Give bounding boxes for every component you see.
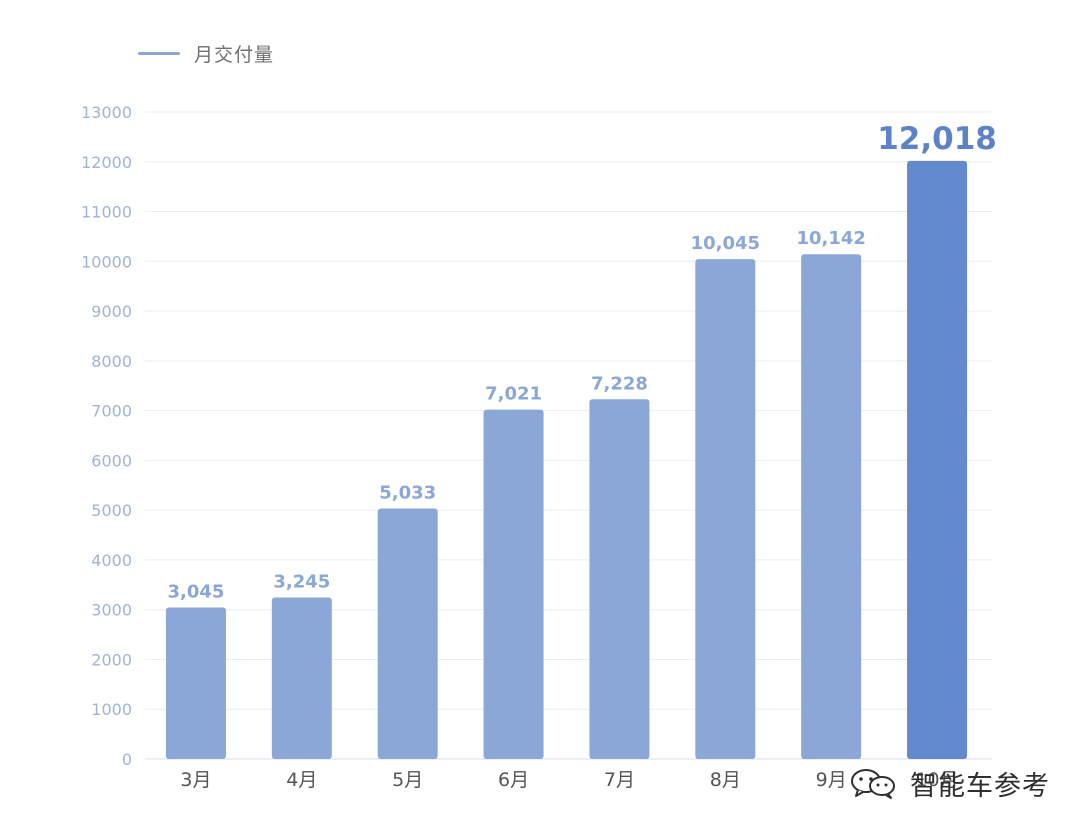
x-category-label: 10月: [915, 769, 958, 791]
y-tick-label: 11000: [81, 203, 132, 222]
y-tick-label: 6000: [91, 451, 132, 470]
bar-value-label: 10,045: [691, 233, 760, 254]
x-category-label: 6月: [498, 769, 529, 791]
legend-line: [138, 52, 180, 55]
bar-value-label: 3,245: [273, 571, 330, 592]
bar: [483, 409, 544, 759]
y-tick-label: 0: [122, 750, 132, 769]
y-tick-label: 2000: [91, 650, 132, 669]
x-category-label: 9月: [816, 769, 847, 791]
x-category-label: 4月: [286, 769, 317, 791]
legend-label: 月交付量: [194, 44, 275, 66]
y-tick-label: 5000: [91, 501, 132, 520]
y-tick-label: 13000: [81, 103, 132, 122]
bar-value-label: 7,021: [485, 384, 542, 405]
y-tick-label: 3000: [91, 601, 132, 620]
bar-value-label: 10,142: [796, 228, 865, 249]
y-tick-label: 10000: [81, 252, 132, 271]
y-tick-label: 1000: [91, 700, 132, 719]
watermark-text: 智能车参考: [910, 771, 1050, 802]
y-tick-label: 7000: [91, 402, 132, 421]
x-category-label: 3月: [180, 769, 211, 791]
y-tick-label: 4000: [91, 551, 132, 570]
bar-value-label: 7,228: [591, 373, 648, 394]
bar: [801, 254, 862, 759]
bar: [907, 160, 968, 759]
bar: [695, 259, 756, 759]
bar-value-label: 3,045: [167, 581, 224, 602]
x-category-label: 7月: [604, 769, 635, 791]
legend: 月交付量: [138, 40, 274, 67]
bar: [377, 508, 438, 759]
y-tick-label: 12000: [81, 153, 132, 172]
bar: [271, 597, 332, 759]
wechat-icon: [851, 768, 895, 799]
x-category-label: 5月: [392, 769, 423, 791]
bar: [165, 607, 226, 759]
watermark: 智能车参考: [848, 764, 1050, 803]
x-category-label: 8月: [710, 769, 741, 791]
bar-value-label: 12,018: [877, 121, 997, 157]
bar-value-label: 5,033: [379, 483, 436, 504]
y-tick-label: 9000: [91, 302, 132, 321]
bar: [589, 399, 650, 759]
y-tick-label: 8000: [91, 352, 132, 371]
